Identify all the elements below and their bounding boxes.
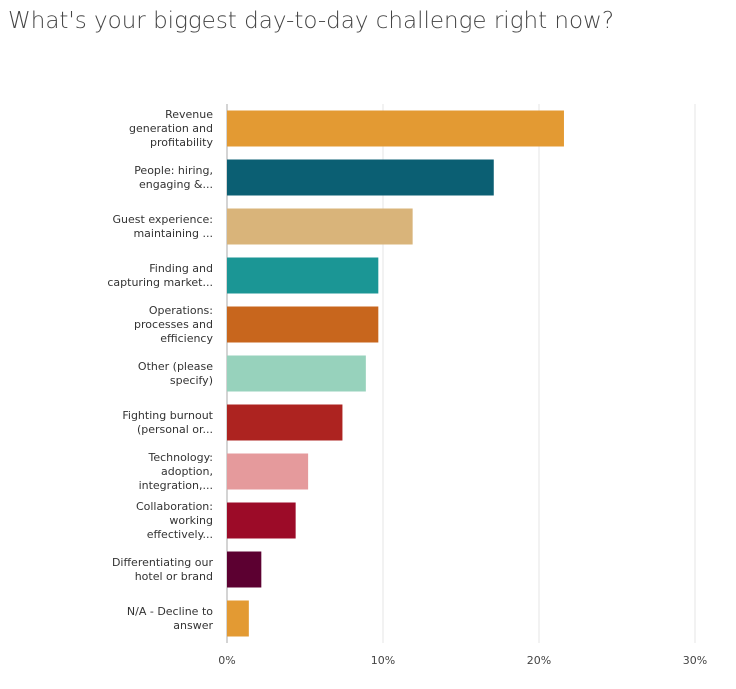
bar [227, 208, 413, 245]
y-tick-label: Collaboration: working effectively... [135, 499, 213, 541]
chart-title: What's your biggest day-to-day challenge… [8, 8, 615, 34]
y-tick-label: Revenue generation and profitability [128, 107, 213, 149]
y-tick-label: Operations: processes and efficiency [134, 303, 213, 345]
y-tick-label: N/A - Decline to answer [126, 604, 213, 632]
bar [227, 159, 494, 196]
x-tick-label: 0% [218, 654, 235, 667]
bar [227, 600, 249, 637]
bar [227, 306, 379, 343]
x-tick-label: 30% [683, 654, 707, 667]
y-tick-label: Other (please specify) [137, 359, 213, 387]
bar [227, 257, 379, 294]
bar [227, 551, 262, 588]
bar [227, 453, 309, 490]
bar [227, 404, 343, 441]
y-tick-label: Technology: adoption, integration,... [138, 450, 213, 492]
y-tick-label: Fighting burnout (personal or... [122, 408, 213, 436]
y-tick-label: Guest experience: maintaining ... [112, 212, 213, 240]
x-tick-label: 20% [527, 654, 551, 667]
y-tick-label: Finding and capturing market... [107, 261, 213, 289]
bar [227, 502, 296, 539]
x-tick-label: 10% [371, 654, 395, 667]
y-tick-label: Differentiating our hotel or brand [111, 555, 213, 583]
y-tick-label: People: hiring, engaging &... [134, 163, 213, 191]
bar [227, 110, 564, 147]
bar [227, 355, 366, 392]
